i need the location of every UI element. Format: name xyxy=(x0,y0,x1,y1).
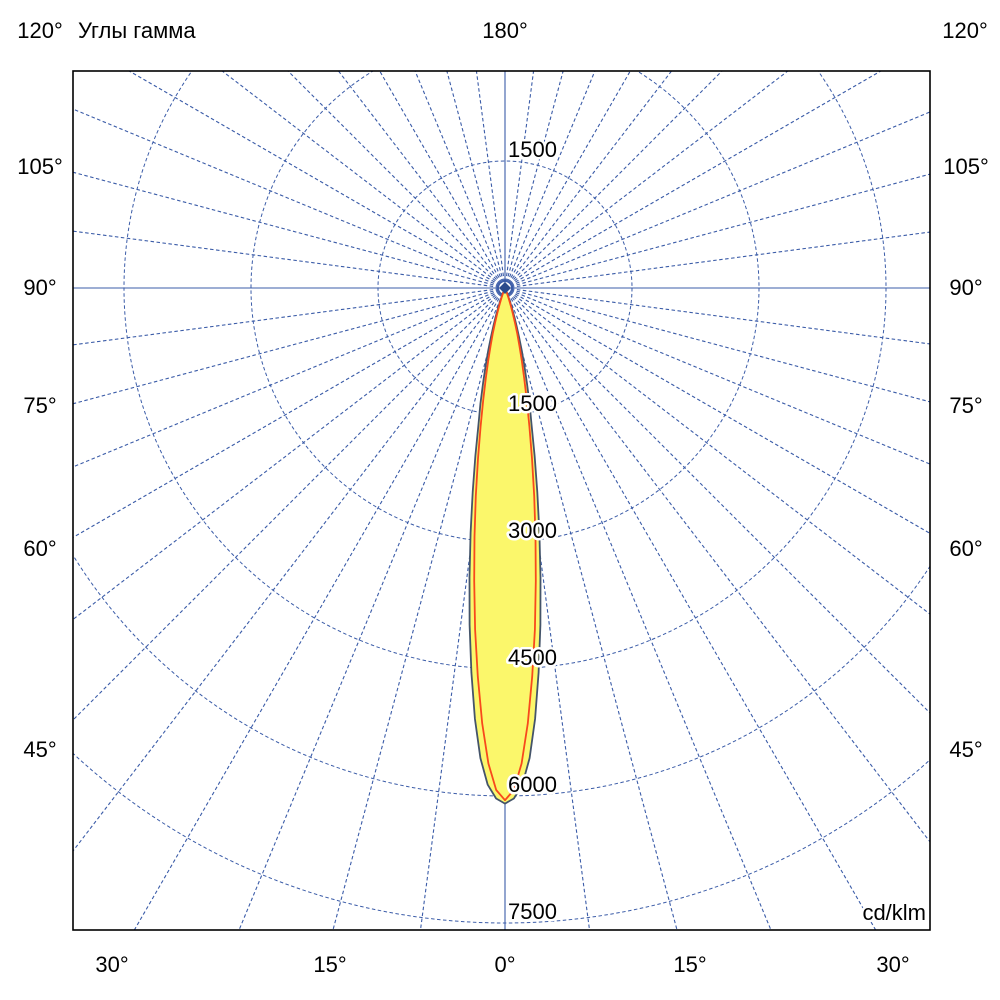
polar-grid-ray xyxy=(504,231,930,289)
angle-label-top-180: 180° xyxy=(482,18,528,43)
polar-grid-ray xyxy=(446,71,506,289)
angle-label-left-60: 60° xyxy=(23,536,56,561)
polar-grid-ray xyxy=(337,71,506,289)
angle-label-left-45: 45° xyxy=(23,737,56,762)
polar-grid-ray xyxy=(332,287,506,930)
angle-label-right-105: 105° xyxy=(943,154,989,179)
center-marker xyxy=(499,282,511,294)
angle-label-top-left-120: 120° xyxy=(17,18,63,43)
polar-grid-ray xyxy=(504,71,723,289)
polar-grid-ray xyxy=(504,287,930,345)
polar-grid-ray xyxy=(414,71,506,289)
polar-grid-ray xyxy=(128,71,506,289)
polar-grid-ray xyxy=(504,71,631,289)
polar-grid-ray xyxy=(504,287,930,714)
polar-grid-ray xyxy=(73,287,506,539)
polar-grid-ray xyxy=(238,287,506,930)
polar-grid-ray xyxy=(504,287,930,615)
polar-grid-ray xyxy=(504,71,564,289)
polar-grid-ray xyxy=(504,287,877,930)
angle-label-left-105: 105° xyxy=(17,154,63,179)
polar-grid-ray xyxy=(73,287,506,405)
angle-label-right-60: 60° xyxy=(949,536,982,561)
polar-grid-ray xyxy=(73,171,506,289)
polar-grid-ray xyxy=(504,71,596,289)
polar-grid-ray xyxy=(133,287,506,930)
radial-tick-label: 1500 xyxy=(508,137,557,162)
polar-grid-ray xyxy=(73,287,506,346)
polar-grid-ray xyxy=(287,71,506,289)
polar-grid-ray xyxy=(504,71,535,289)
beam-inner-curve xyxy=(473,287,537,802)
polar-grid-ray xyxy=(73,108,506,289)
polar-grid-ray xyxy=(504,71,673,289)
polar-grid-ray xyxy=(73,287,506,468)
polar-grid-ray xyxy=(221,71,506,289)
radial-tick-label: 1500 xyxy=(508,391,557,416)
angle-label-bottom-30-right: 30° xyxy=(876,952,909,977)
polar-grid-ray xyxy=(504,287,930,465)
polar-grid-ray xyxy=(73,287,506,721)
angle-label-bottom-0: 0° xyxy=(494,952,515,977)
angle-label-left-90: 90° xyxy=(23,275,56,300)
plot-border xyxy=(72,70,931,931)
polar-grid-ray xyxy=(504,173,930,289)
polar-grid-ray xyxy=(504,287,678,930)
polar-grid-ray xyxy=(504,287,930,535)
polar-grid-ray xyxy=(73,287,506,621)
angle-label-right-75: 75° xyxy=(949,393,982,418)
polar-grid-ray xyxy=(504,287,930,843)
polar-grid-ray xyxy=(504,287,930,403)
polar-grid-ray xyxy=(379,71,506,289)
radial-tick-label: 6000 xyxy=(508,772,557,797)
diagram-title: Углы гамма xyxy=(78,18,196,43)
angle-label-left-75: 75° xyxy=(23,393,56,418)
angle-label-right-90: 90° xyxy=(949,275,982,300)
polar-grid-ray xyxy=(504,111,930,289)
angle-label-bottom-15-left: 15° xyxy=(313,952,346,977)
radial-tick-label: 7500 xyxy=(508,899,557,924)
radial-tick-label: 3000 xyxy=(508,518,557,543)
polar-grid-ray xyxy=(504,71,882,289)
polar-grid-ray xyxy=(504,71,789,289)
polar-grid-ray xyxy=(73,287,506,852)
angle-label-bottom-30-left: 30° xyxy=(95,952,128,977)
angle-label-bottom-15-right: 15° xyxy=(673,952,706,977)
angle-label-right-45: 45° xyxy=(949,737,982,762)
unit-label: cd/klm xyxy=(862,900,926,925)
beam-outer-curve xyxy=(468,287,542,805)
polar-grid-ray xyxy=(475,71,506,289)
radial-tick-label: 4500 xyxy=(508,645,557,670)
angle-label-top-right-120: 120° xyxy=(942,18,988,43)
polar-grid-ray xyxy=(73,230,506,289)
polar-grid-ray xyxy=(504,287,772,930)
